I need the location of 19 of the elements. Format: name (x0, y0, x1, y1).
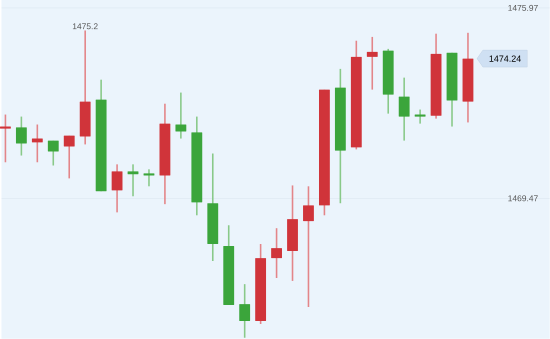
candlestick (112, 164, 122, 214)
candlestick (414, 108, 426, 124)
y-tick-label: 1469.47 (508, 195, 538, 202)
candlestick (398, 76, 410, 142)
candlestick (144, 168, 154, 188)
annotation: 1475.2 (72, 23, 98, 30)
candlestick (16, 116, 27, 156)
candlestick (64, 134, 75, 180)
candlestick (303, 186, 314, 308)
candlestick (48, 140, 59, 166)
candlestick (271, 227, 282, 279)
candlestick (32, 124, 43, 164)
candlestick (0, 114, 11, 164)
text: 1474.24 (490, 55, 521, 62)
candlestick (175, 92, 186, 140)
candlestick (366, 36, 378, 90)
y-tick-label: 1475.97 (508, 4, 538, 11)
candlestick (239, 283, 250, 339)
candlestick (128, 164, 138, 198)
